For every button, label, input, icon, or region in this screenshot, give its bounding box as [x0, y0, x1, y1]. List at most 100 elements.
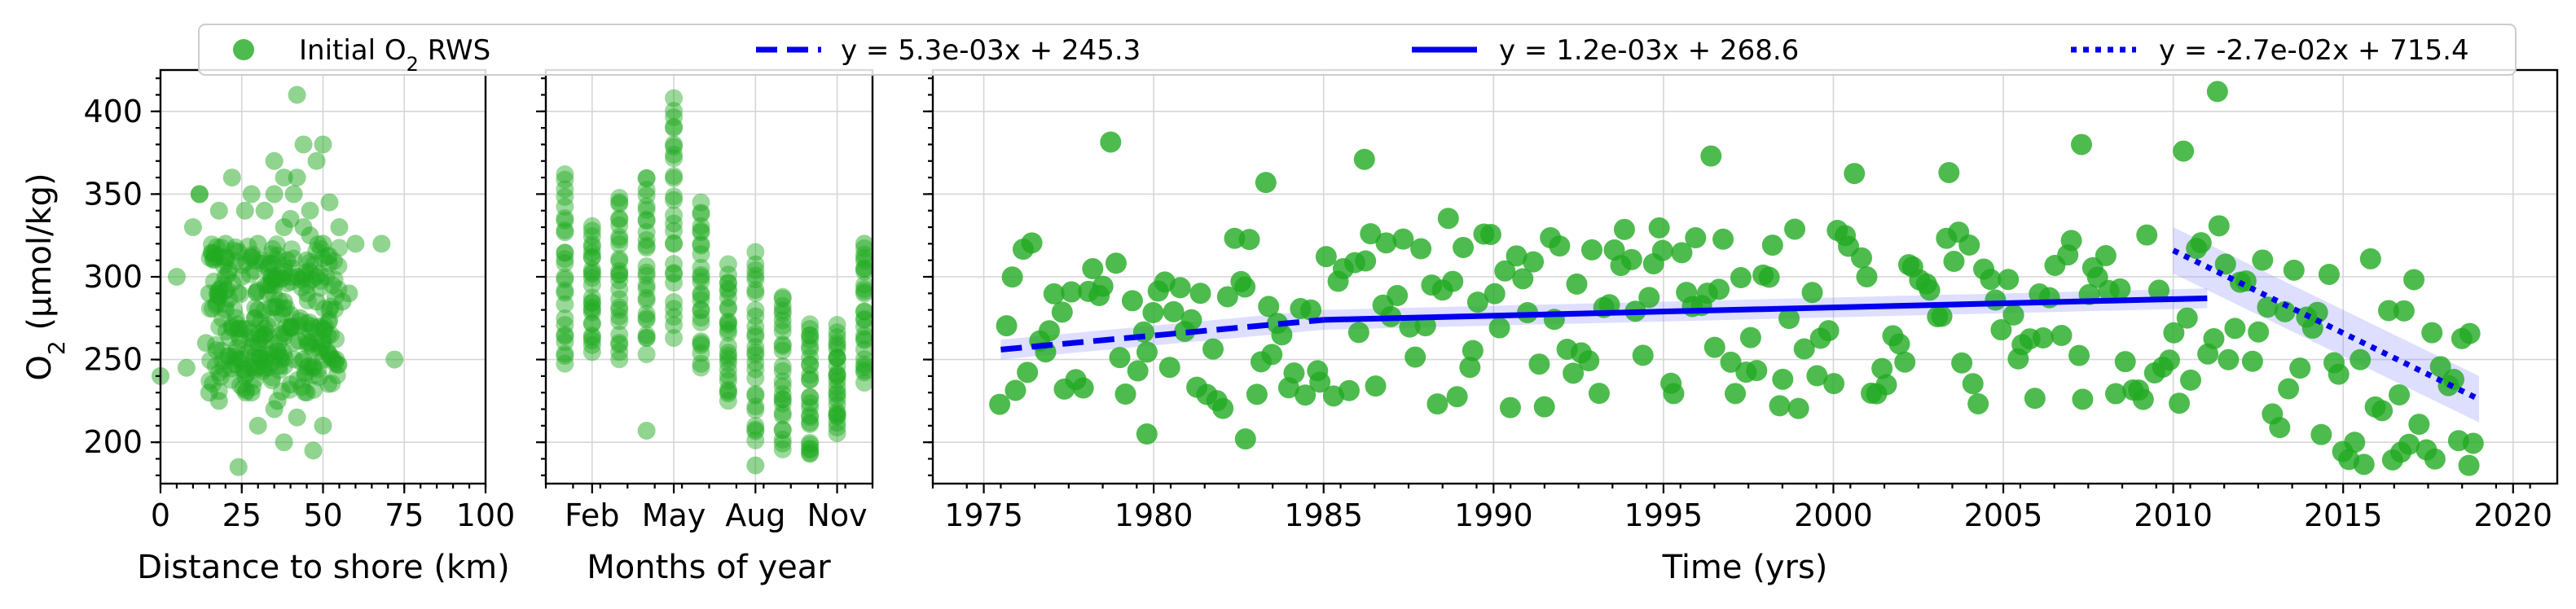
data-point: [281, 305, 300, 324]
data-point: [1360, 223, 1382, 245]
data-point: [1801, 282, 1823, 304]
data-point: [828, 406, 846, 425]
data-point: [746, 318, 765, 336]
data-point: [284, 249, 303, 268]
data-point: [310, 368, 328, 387]
data-point: [1844, 163, 1866, 185]
data-point: [637, 328, 656, 347]
data-point: [801, 366, 820, 384]
data-point: [855, 326, 873, 345]
data-point: [855, 311, 873, 330]
data-point: [258, 317, 277, 335]
data-point: [323, 350, 342, 369]
data-point: [208, 283, 226, 302]
data-point: [828, 418, 846, 436]
data-point: [692, 204, 710, 223]
data-point: [855, 234, 873, 253]
data-point: [2443, 369, 2465, 391]
data-point: [637, 310, 656, 329]
data-point: [301, 262, 319, 281]
data-point: [280, 380, 299, 399]
data-point: [320, 311, 339, 330]
data-point: [251, 348, 270, 367]
data-point: [262, 254, 281, 273]
data-point: [319, 375, 337, 393]
data-point: [266, 298, 284, 317]
data-point: [1613, 218, 1635, 240]
data-point: [828, 333, 846, 352]
data-point: [297, 251, 316, 269]
data-point: [610, 307, 629, 326]
data-point: [297, 314, 315, 333]
data-point: [1216, 286, 1238, 308]
data-point: [1739, 326, 1761, 348]
data-point: [1043, 283, 1065, 304]
data-point: [302, 317, 321, 335]
data-point: [301, 201, 319, 220]
data-point: [1967, 392, 1989, 414]
data-point: [855, 318, 873, 336]
data-point: [610, 230, 629, 249]
data-point: [692, 335, 710, 354]
data-point: [746, 431, 765, 449]
data-point: [209, 285, 227, 304]
data-point: [232, 268, 251, 286]
data-point: [264, 309, 283, 327]
data-point: [213, 341, 231, 360]
data-point: [314, 135, 332, 154]
data-point: [637, 345, 656, 364]
data-point: [719, 255, 737, 274]
data-point: [692, 221, 710, 240]
data-point: [259, 276, 278, 295]
data-point: [1017, 361, 1039, 383]
data-point: [204, 250, 223, 269]
data-point: [855, 280, 873, 299]
data-point: [1806, 365, 1828, 387]
data-point: [246, 252, 265, 270]
data-point: [1309, 371, 1331, 393]
data-point: [1685, 227, 1707, 249]
data-point: [1951, 352, 1973, 374]
data-point: [1778, 308, 1800, 330]
data-point: [243, 245, 262, 264]
data-point: [228, 320, 247, 339]
data-point: [2173, 140, 2195, 162]
data-point: [855, 355, 873, 374]
data-point: [2377, 300, 2399, 322]
data-point: [200, 284, 218, 303]
data-point: [299, 336, 318, 355]
data-point: [828, 403, 846, 422]
data-point: [801, 414, 820, 432]
data-point: [556, 250, 574, 269]
data-point: [314, 300, 333, 318]
data-point: [330, 239, 349, 257]
data-point: [719, 380, 737, 399]
trend-line-dashed: [1000, 317, 1325, 353]
data-point: [1072, 377, 1094, 399]
data-point: [610, 265, 629, 284]
data-point: [828, 385, 846, 404]
x-tick-label: 1980: [1114, 497, 1193, 533]
data-point: [207, 238, 226, 256]
data-point: [989, 393, 1011, 415]
data-point: [190, 185, 209, 204]
data-point: [281, 209, 300, 228]
data-point: [1105, 252, 1127, 274]
data-point: [828, 348, 846, 367]
data-point: [582, 221, 601, 240]
data-point: [610, 343, 629, 361]
data-point: [855, 330, 873, 348]
data-point: [828, 357, 846, 375]
data-point: [637, 266, 656, 285]
data-point: [217, 322, 235, 341]
legend-scatter-tail: RWS: [419, 34, 490, 67]
data-point: [1581, 239, 1603, 261]
data-point: [2190, 232, 2212, 254]
data-point: [665, 264, 684, 283]
data-point: [665, 316, 684, 335]
data-point: [1931, 305, 1953, 327]
data-point: [1001, 266, 1023, 288]
data-point: [582, 288, 601, 307]
data-point: [277, 299, 296, 318]
data-point: [305, 256, 323, 274]
